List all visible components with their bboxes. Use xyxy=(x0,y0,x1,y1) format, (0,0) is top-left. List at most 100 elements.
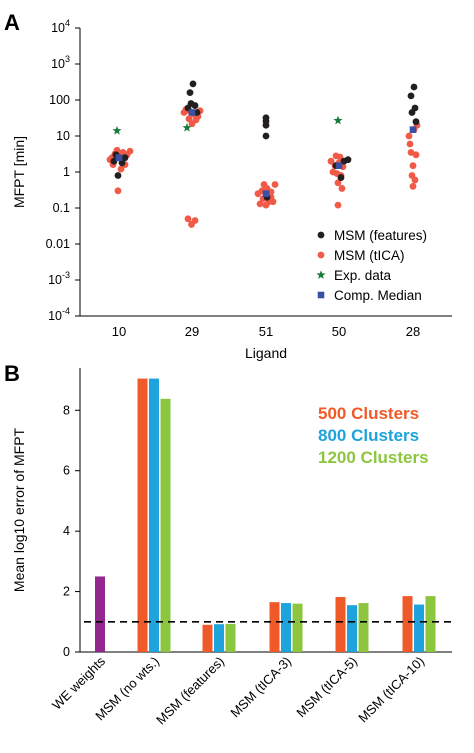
panel-a-point xyxy=(334,201,342,209)
panel-a-point xyxy=(271,181,279,188)
panel-a-point xyxy=(112,125,122,135)
panel-a-x-label: Ligand xyxy=(245,345,287,361)
panel-a-point xyxy=(188,109,196,116)
panel-b-bar xyxy=(425,596,436,652)
panel-b-bar xyxy=(149,378,159,652)
panel-b-bar xyxy=(292,603,303,652)
panel-b-bar xyxy=(160,398,171,652)
panel-a-point xyxy=(406,140,414,148)
panel-a-legend-marker xyxy=(317,251,325,259)
panel-a-point xyxy=(411,176,419,184)
panel-a-y-tick-label: 0.01 xyxy=(46,237,70,251)
panel-b-legend-label: 800 Clusters xyxy=(318,426,419,445)
panel-a-point xyxy=(327,157,335,165)
panel-a-point xyxy=(333,115,343,125)
panel-b-bar xyxy=(281,603,291,652)
panel-a-point xyxy=(121,154,129,162)
panel-b-bar xyxy=(402,596,413,652)
panel-a-point xyxy=(409,126,417,133)
panel-a-point xyxy=(187,100,195,107)
panel-b-bar xyxy=(137,378,148,652)
panel-b-bar xyxy=(202,624,213,652)
panel-b-y-tick-label: 0 xyxy=(63,645,70,659)
mfpt-scatter-chart: 104 103 100 10 1 0.1 0.01 10-3 10-4 10 29 51 50 28 M… xyxy=(11,18,452,361)
panel-b-bar xyxy=(414,604,424,652)
panel-b-bar xyxy=(347,605,357,652)
panel-a-legend-label: Exp. data xyxy=(334,268,392,283)
panel-a-point xyxy=(405,132,413,140)
panel-a-point xyxy=(334,179,342,187)
panel-a-legend-label: Comp. Median xyxy=(334,288,422,303)
panel-a-point xyxy=(126,147,134,155)
panel-a-legend: MSM (features) MSM (tICA) Exp. data Comp. M… xyxy=(316,228,427,303)
panel-a-point xyxy=(344,156,352,164)
panel-a-y-tick-label: 100 xyxy=(49,93,70,107)
panel-b-y-tick-label: 4 xyxy=(63,524,70,538)
panel-b-bar xyxy=(335,597,346,652)
panel-a-y-tick-label: 1 xyxy=(63,165,70,179)
panel-b-y-label: Mean log10 error of MFPT xyxy=(11,427,27,592)
panel-a-point xyxy=(262,201,270,209)
panel-a-point xyxy=(256,200,264,208)
panel-a-x-tick-label: 51 xyxy=(259,324,273,339)
panel-b-letter: B xyxy=(4,361,20,386)
panel-a-point xyxy=(262,121,270,129)
panel-a-point xyxy=(117,165,125,173)
panel-b-y-tick-label: 6 xyxy=(63,464,70,478)
panel-a-y-tick-label: 10-4 xyxy=(48,306,70,323)
panel-a-point xyxy=(335,162,343,169)
panel-a-point xyxy=(262,132,270,140)
panel-b-bar xyxy=(269,602,280,652)
panel-a-point xyxy=(408,109,416,116)
panel-a-legend-marker xyxy=(316,270,326,279)
panel-b-bar xyxy=(95,576,105,652)
panel-a-point xyxy=(409,182,417,190)
panel-a-y-tick-label: 0.1 xyxy=(53,201,70,215)
panel-b-legend-label: 1200 Clusters xyxy=(318,448,429,467)
panel-a-legend-label: MSM (features) xyxy=(334,228,427,243)
panel-b-x-tick-label: MSM (tICA-3) xyxy=(227,654,294,721)
panel-b-y-tick-label: 8 xyxy=(63,403,70,417)
panel-b-x-tick-label: WE weights xyxy=(49,653,108,712)
panel-a-point xyxy=(260,181,268,188)
panel-a-point xyxy=(262,190,270,197)
panel-a-legend-label: MSM (tICA) xyxy=(334,248,405,263)
panel-a-point xyxy=(182,122,192,132)
panel-b-x-tick-label: MSM (tICA-5) xyxy=(293,654,360,721)
panel-a-legend-marker xyxy=(317,231,325,239)
panel-a-x-tick-label: 50 xyxy=(332,324,346,339)
panel-a-point xyxy=(407,92,415,100)
panel-a-point xyxy=(337,174,345,181)
panel-a-point xyxy=(338,185,346,192)
panel-a-legend-marker xyxy=(317,291,325,299)
panel-a-x-tick-label: 10 xyxy=(112,324,126,339)
panel-b-bar xyxy=(214,624,224,652)
panel-a-point xyxy=(412,151,420,159)
panel-a-point xyxy=(118,159,126,167)
panel-a-y-tick-label: 104 xyxy=(51,18,70,35)
panel-b-bar xyxy=(358,603,369,652)
panel-a-point xyxy=(184,215,192,223)
panel-a-x-tick-label: 28 xyxy=(406,324,420,339)
panel-a-y-label: MFPT [min] xyxy=(11,136,27,208)
panel-a-point xyxy=(409,162,417,170)
panel-a-point xyxy=(189,80,197,88)
panel-a-point xyxy=(115,154,123,161)
panel-b-legend: 500 Clusters 800 Clusters 1200 Clusters xyxy=(318,404,429,467)
panel-a-y-tick-label: 10 xyxy=(56,129,70,143)
panel-b-legend-label: 500 Clusters xyxy=(318,404,419,423)
panel-a-point xyxy=(410,83,418,91)
panel-a-point xyxy=(186,89,194,97)
panel-b-x-tick-label: MSM (tICA-10) xyxy=(355,654,427,726)
panel-b-y-tick-label: 2 xyxy=(63,585,70,599)
panel-a-point xyxy=(191,217,199,224)
panel-a-point xyxy=(114,187,122,195)
panel-a-x-tick-label: 29 xyxy=(185,324,199,339)
panel-a-point xyxy=(114,172,122,179)
panel-a-point xyxy=(185,115,193,123)
panel-b-x-tick-label: MSM (features) xyxy=(153,654,227,728)
panel-b-bar xyxy=(225,623,236,652)
panel-a-y-tick-label: 10-3 xyxy=(48,270,70,287)
